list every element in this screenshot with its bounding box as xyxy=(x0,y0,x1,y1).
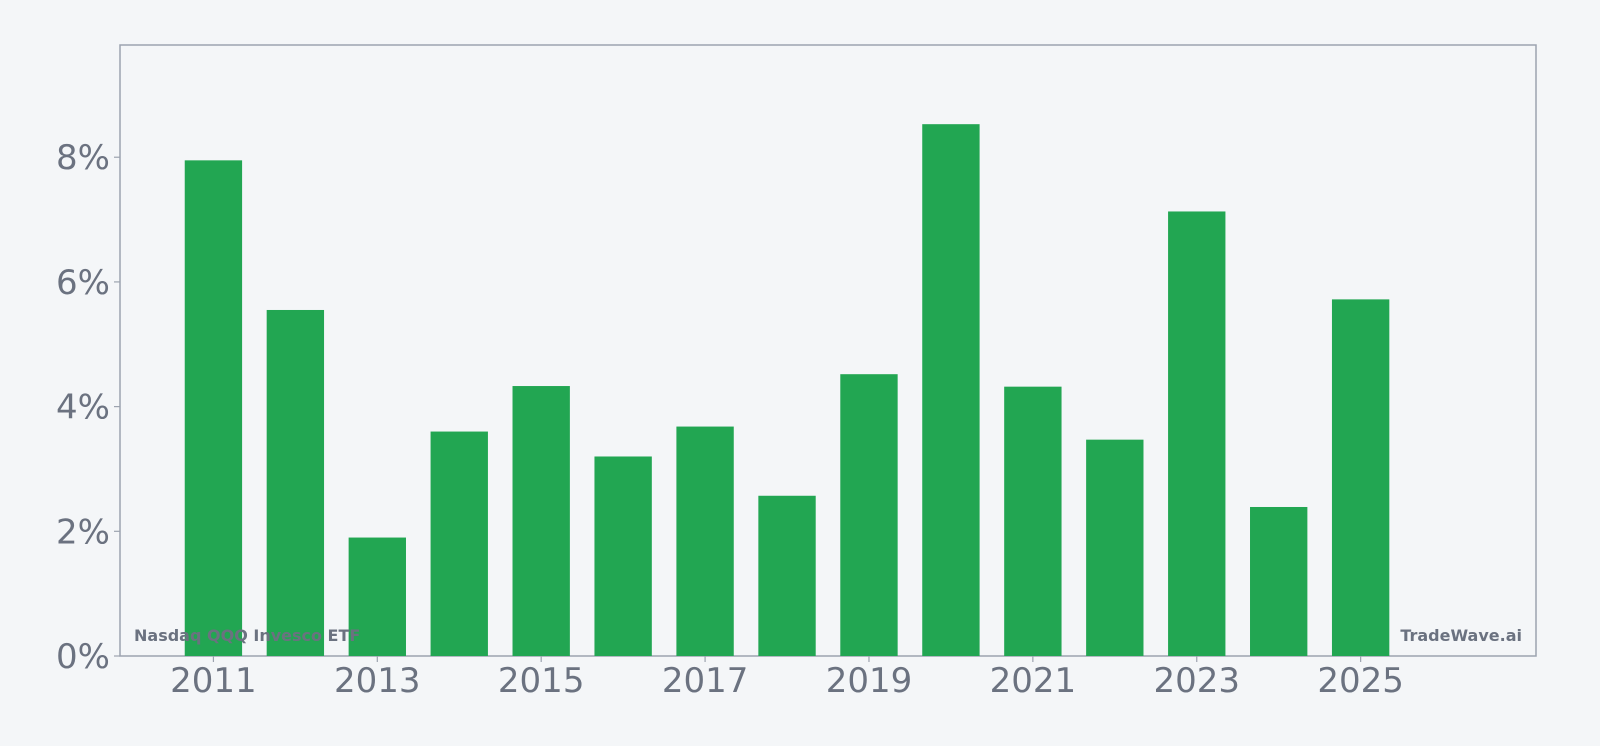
bar-2019 xyxy=(840,374,898,656)
ticks-layer xyxy=(114,156,1362,662)
bar-2015 xyxy=(512,386,570,656)
x-tick-label: 2021 xyxy=(990,661,1077,701)
y-tick-label: 4% xyxy=(56,388,110,428)
x-tick-label: 2015 xyxy=(498,661,585,701)
bar-2024 xyxy=(1250,506,1308,656)
watermark-left: Nasdaq QQQ Invesco ETF xyxy=(134,626,360,645)
x-tick-label: 2023 xyxy=(1153,661,1240,701)
y-tick-label: 8% xyxy=(56,138,110,178)
bar-2017 xyxy=(676,426,734,656)
bar-2020 xyxy=(922,124,980,657)
x-tick-label: 2013 xyxy=(334,661,421,701)
plot-frame xyxy=(119,44,1537,657)
bar-2012 xyxy=(266,309,325,656)
bar-2022 xyxy=(1086,439,1144,656)
bar-2025 xyxy=(1331,299,1390,656)
y-tick-label: 0% xyxy=(56,637,110,677)
x-tick-label: 2019 xyxy=(826,661,913,701)
watermark-right: TradeWave.ai xyxy=(1400,626,1522,645)
bar-2023 xyxy=(1168,211,1226,657)
y-tick-label: 6% xyxy=(56,263,110,303)
bar-2018 xyxy=(758,495,816,656)
bar-2021 xyxy=(1004,386,1062,656)
bar-2013 xyxy=(348,537,406,656)
bars-layer xyxy=(184,124,1390,657)
x-tick-label: 2017 xyxy=(662,661,749,701)
bar-2011 xyxy=(184,160,243,656)
tick-labels-layer: 0% 2% 4% 6% 8% 2011 2013 2015 2017 2019 2021 2023 20… xyxy=(56,138,1404,701)
y-tick-label: 2% xyxy=(56,512,110,552)
x-tick-label: 2025 xyxy=(1317,661,1404,701)
x-tick-label: 2011 xyxy=(170,661,257,701)
bar-2016 xyxy=(594,456,652,656)
bar-2014 xyxy=(430,431,488,656)
